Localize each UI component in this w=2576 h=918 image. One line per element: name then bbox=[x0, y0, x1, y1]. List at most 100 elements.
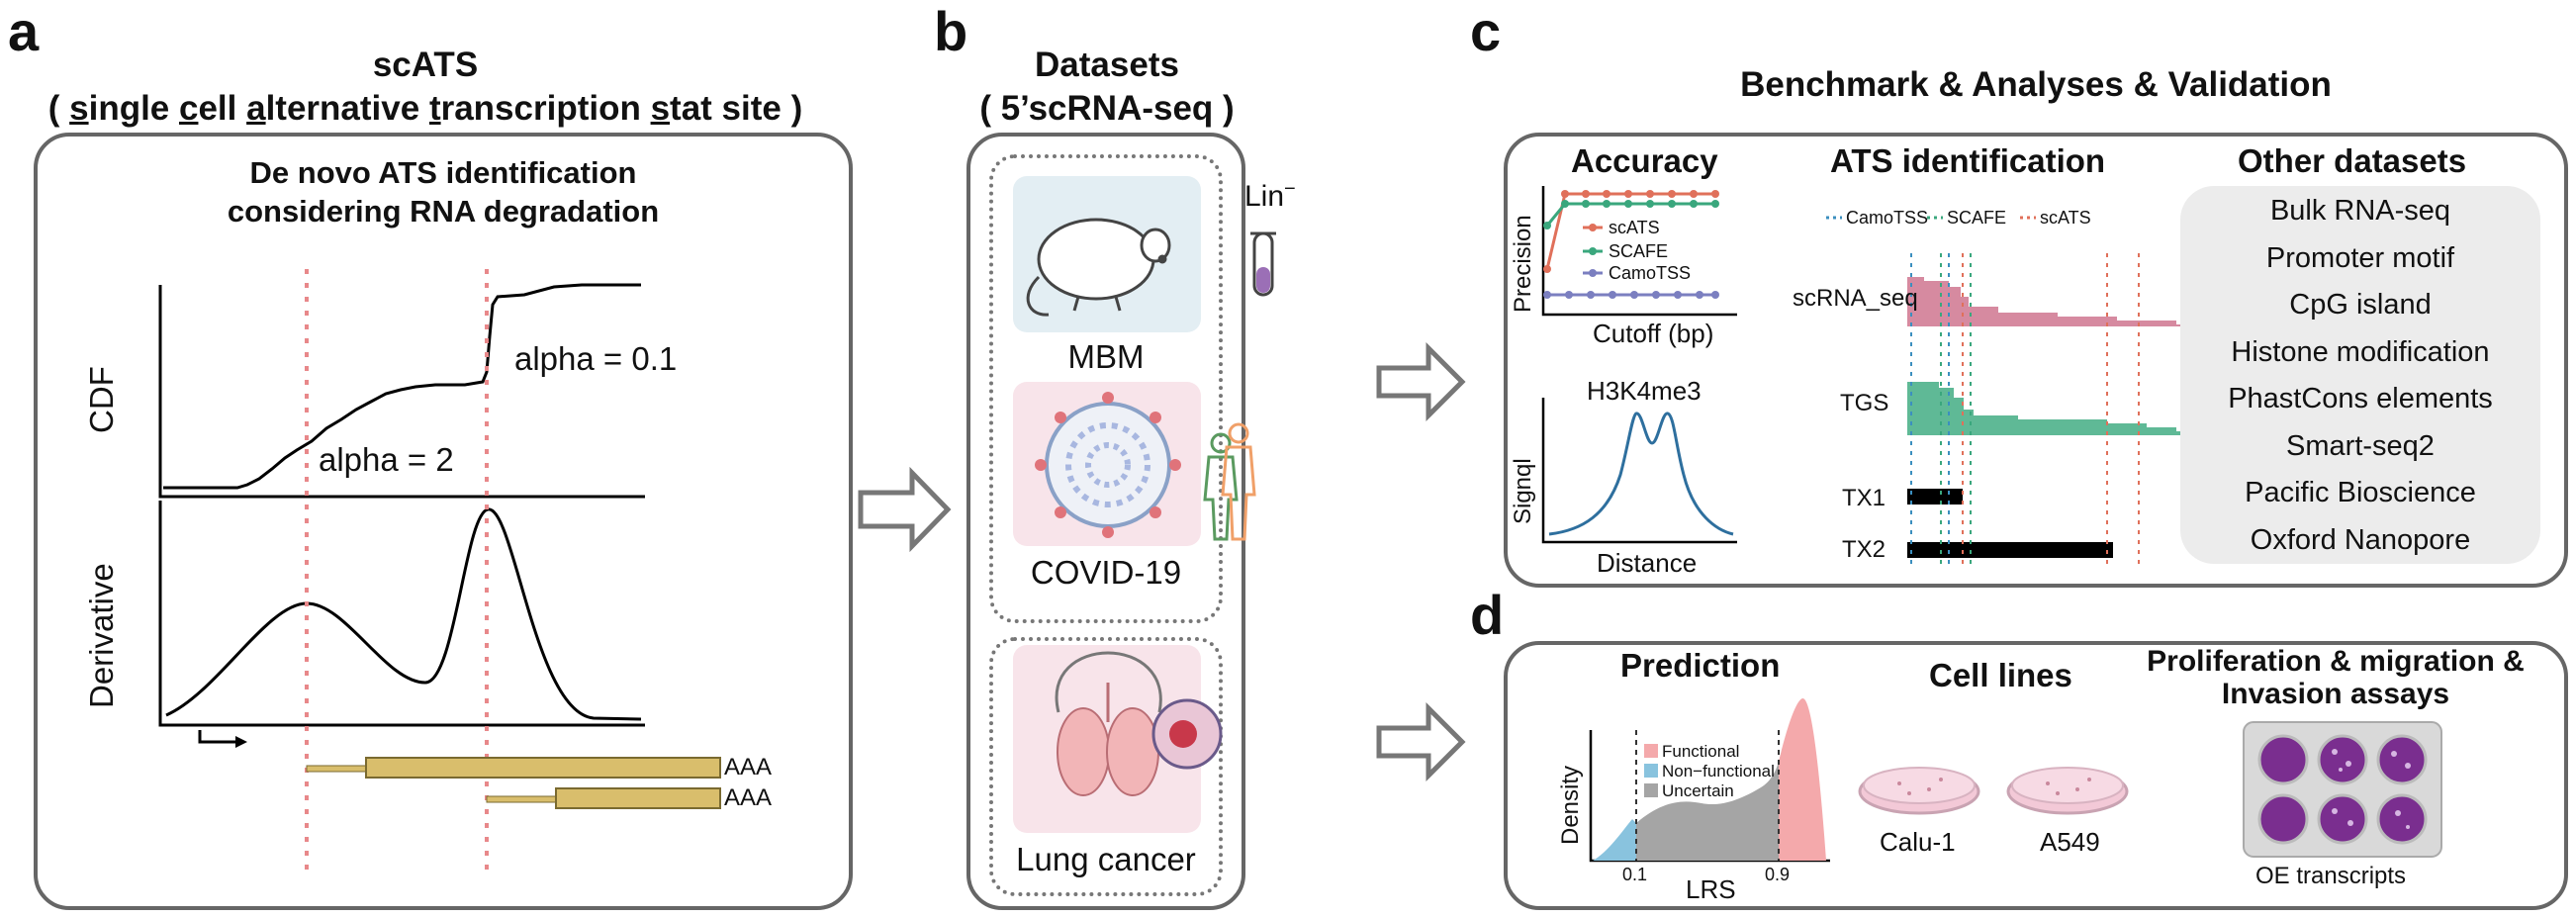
title-underlined-initial: s bbox=[650, 88, 671, 128]
panel-b-title-line2: ( 5’scRNA-seq ) bbox=[979, 88, 1235, 128]
accuracy-xlabel: Cutoff (bp) bbox=[1593, 319, 1714, 348]
tick-low: 0.1 bbox=[1622, 865, 1648, 884]
other-item-bulk-rnaseq: Bulk RNA-seq bbox=[2269, 195, 2451, 227]
poly-a-2: AAA bbox=[724, 784, 773, 811]
title-underlined-initial: t bbox=[428, 88, 441, 128]
title-underlined-initial: a bbox=[246, 88, 266, 128]
mbm-label: MBM bbox=[1067, 338, 1145, 375]
legend-nonfunctional-swatch bbox=[1644, 764, 1658, 778]
title-text-part: lternative bbox=[265, 88, 429, 128]
petri-dish-a549 bbox=[2006, 767, 2129, 815]
mouse-icon bbox=[1026, 218, 1171, 317]
lrs-label: LRS bbox=[1686, 874, 1736, 904]
accuracy-legend-scafe: SCAFE bbox=[1609, 241, 1669, 261]
assay-title-line1: Proliferation & migration & bbox=[2147, 645, 2525, 678]
panel-a-letter: a bbox=[8, 0, 40, 62]
cdf-axes bbox=[158, 285, 645, 499]
accuracy-legend-camotss: CamoTSS bbox=[1609, 263, 1692, 283]
alpha-high-label: alpha = 0.1 bbox=[514, 340, 678, 377]
cdf-curve bbox=[163, 283, 641, 490]
non-functional-area bbox=[1593, 819, 1636, 861]
lin-text: Lin bbox=[1244, 180, 1285, 213]
tick-high: 0.9 bbox=[1765, 865, 1791, 884]
gene-exon-2 bbox=[555, 787, 721, 809]
panel-a-title: scATS ( single cell alternative transcri… bbox=[0, 44, 851, 131]
panel-c-box bbox=[1504, 133, 2568, 588]
panel-a-subtitle-line1: De novo ATS identification bbox=[249, 155, 637, 190]
gene-exon-1 bbox=[365, 757, 721, 779]
title-text-part: ( bbox=[47, 88, 70, 128]
panel-a-subtitle: De novo ATS identification considering R… bbox=[34, 154, 853, 231]
other-item-smartseq2: Smart-seq2 bbox=[2286, 429, 2435, 462]
legend-non-functional: Non−functional bbox=[1662, 762, 1775, 780]
ats-identification-title: ATS identification bbox=[1830, 142, 2106, 179]
density-label: Density bbox=[1557, 765, 1584, 845]
petri-dish-calu1 bbox=[1858, 767, 1980, 815]
cell-lines-title: Cell lines bbox=[1929, 657, 2072, 693]
panel-a-title-line2: ( single cell alternative transcription … bbox=[0, 87, 851, 131]
track-scrna-label: scRNA_seq bbox=[1793, 285, 1918, 312]
legend-uncertain-swatch bbox=[1644, 783, 1658, 797]
other-item-promoter-motif: Promoter motif bbox=[2265, 241, 2455, 274]
h3k4me3-xlabel: Distance bbox=[1597, 548, 1698, 578]
uncertain-area bbox=[1636, 762, 1779, 861]
panel-a-subtitle-line2: considering RNA degradation bbox=[227, 193, 660, 229]
track-tx1-label: TX1 bbox=[1842, 485, 1886, 511]
lin-superscript: − bbox=[1284, 178, 1296, 200]
title-text-part: ingle bbox=[88, 88, 179, 128]
people-icon bbox=[1203, 422, 1256, 541]
scrna-coverage bbox=[1907, 277, 2216, 326]
panel-b-title-line1: Datasets bbox=[1035, 46, 1179, 84]
other-item-nanopore: Oxford Nanopore bbox=[2250, 523, 2471, 556]
panel-d-box bbox=[1504, 641, 2568, 910]
panel-b-box bbox=[966, 133, 1245, 910]
other-item-pacbio: Pacific Bioscience bbox=[2245, 477, 2476, 508]
cell-line-calu1: Calu-1 bbox=[1880, 827, 1956, 857]
h3k4me3-signal bbox=[1548, 412, 1734, 536]
other-item-cpg-island: CpG island bbox=[2289, 289, 2432, 321]
tss-arrow bbox=[198, 730, 242, 744]
track-tx2-label: TX2 bbox=[1842, 536, 1886, 563]
prediction-title: Prediction bbox=[1620, 647, 1781, 684]
panel-a-title-line1: scATS bbox=[372, 46, 479, 84]
accuracy-legend bbox=[1583, 224, 1603, 277]
title-underlined-initial: s bbox=[69, 88, 89, 128]
scats-series bbox=[1543, 190, 1719, 273]
title-text-part: ell bbox=[198, 88, 247, 128]
assay-title: Proliferation & migration & Invasion ass… bbox=[2103, 645, 2568, 710]
panel-b-title: Datasets ( 5’scRNA-seq ) bbox=[954, 44, 1260, 131]
assay-title-line2: Invasion assays bbox=[2221, 678, 2450, 710]
ats-legend-camotss: CamoTSS bbox=[1846, 208, 1929, 228]
legend-uncertain: Uncertain bbox=[1662, 781, 1734, 800]
ats-vertical-lines bbox=[1910, 253, 2140, 564]
ats-legend-scafe: SCAFE bbox=[1947, 208, 2007, 228]
tgs-coverage bbox=[1907, 382, 2204, 435]
tx2-bar bbox=[1907, 542, 2113, 558]
legend-functional: Functional bbox=[1662, 742, 1740, 761]
well-plate-icon bbox=[2243, 721, 2442, 858]
lin-label: Lin− bbox=[1244, 178, 1296, 214]
functional-area bbox=[1779, 697, 1826, 861]
ats-legend-scats: scATS bbox=[2040, 208, 2091, 228]
other-datasets-title: Other datasets bbox=[2238, 142, 2467, 179]
panel-b-letter: b bbox=[934, 0, 968, 62]
derivative-curve bbox=[165, 507, 642, 721]
title-text-part: ranscription bbox=[440, 88, 651, 128]
other-item-histone-modification: Histone modification bbox=[2231, 335, 2490, 368]
panel-c-letter: c bbox=[1470, 0, 1502, 62]
test-tube-icon bbox=[1250, 231, 1276, 297]
virus-icon bbox=[1035, 392, 1181, 538]
scafe-series bbox=[1543, 200, 1719, 230]
covid-label: COVID-19 bbox=[1030, 554, 1182, 591]
datasets-group-1 bbox=[989, 154, 1223, 623]
other-item-phastcons: PhastCons elements bbox=[2228, 383, 2493, 414]
accuracy-legend-scats: scATS bbox=[1609, 218, 1660, 237]
other-datasets-list: Bulk RNA-seq Promoter motif CpG island H… bbox=[2180, 186, 2540, 564]
alpha-low-label: alpha = 2 bbox=[319, 441, 454, 478]
